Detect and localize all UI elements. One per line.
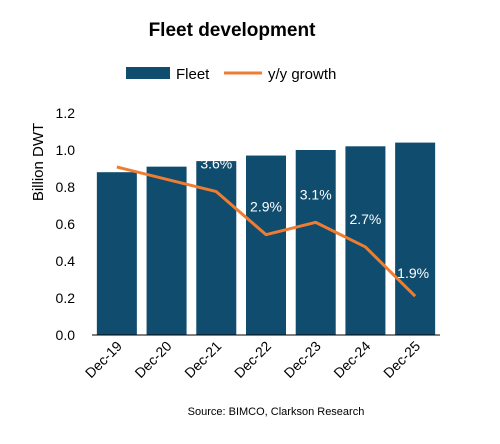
x-tick-label: Dec-20 bbox=[131, 338, 174, 381]
x-tick-label: Dec-23 bbox=[281, 338, 324, 381]
fleet-bar bbox=[395, 142, 436, 335]
x-tick-label: Dec-25 bbox=[380, 338, 423, 381]
y-tick-label: 0.0 bbox=[56, 327, 76, 343]
y-tick-label: 1.2 bbox=[56, 105, 76, 121]
x-tick-label: Dec-22 bbox=[231, 338, 274, 381]
fleet-bar bbox=[146, 166, 187, 335]
y-tick-label: 0.6 bbox=[56, 216, 76, 232]
y-axis-label: Billion DWT bbox=[30, 123, 47, 201]
y-axis: 0.0 0.2 0.4 0.6 0.8 1.0 1.2 bbox=[56, 105, 76, 343]
source-note: Source: BIMCO, Clarkson Research bbox=[188, 406, 365, 418]
fleet-bar bbox=[96, 172, 137, 335]
y-tick-label: 0.4 bbox=[56, 253, 76, 269]
x-axis: Dec-19 Dec-20 Dec-21 Dec-22 Dec-23 Dec-24 Dec-… bbox=[82, 338, 424, 381]
fleet-bar bbox=[246, 155, 286, 335]
growth-data-label: 3.6% bbox=[200, 156, 232, 172]
y-tick-label: 1.0 bbox=[56, 142, 76, 158]
x-tick-label: Dec-19 bbox=[82, 338, 125, 381]
growth-line bbox=[116, 165, 417, 298]
y-tick-label: 0.8 bbox=[56, 179, 76, 195]
x-tick-label: Dec-24 bbox=[330, 338, 373, 381]
bars bbox=[96, 142, 436, 335]
growth-line-group: 4.0% 3.8% 3.6% 2.9% 3.1% 2.7% 1.9% bbox=[101, 131, 429, 298]
growth-data-label: 1.9% bbox=[397, 265, 429, 281]
legend: Fleet y/y growth bbox=[126, 66, 336, 83]
y-tick-label: 0.2 bbox=[56, 290, 76, 306]
growth-data-label: 4.0% bbox=[101, 131, 133, 147]
growth-data-label: 3.8% bbox=[151, 143, 183, 159]
chart-title: Fleet development bbox=[149, 20, 316, 41]
legend-label-growth: y/y growth bbox=[268, 66, 336, 83]
growth-data-label: 3.1% bbox=[300, 186, 332, 202]
legend-swatch-fleet bbox=[126, 67, 170, 79]
growth-data-label: 2.7% bbox=[349, 211, 381, 227]
growth-data-label: 2.9% bbox=[250, 199, 282, 215]
legend-label-fleet: Fleet bbox=[176, 66, 210, 83]
x-tick-label: Dec-21 bbox=[181, 338, 224, 381]
fleet-bar bbox=[295, 150, 336, 335]
